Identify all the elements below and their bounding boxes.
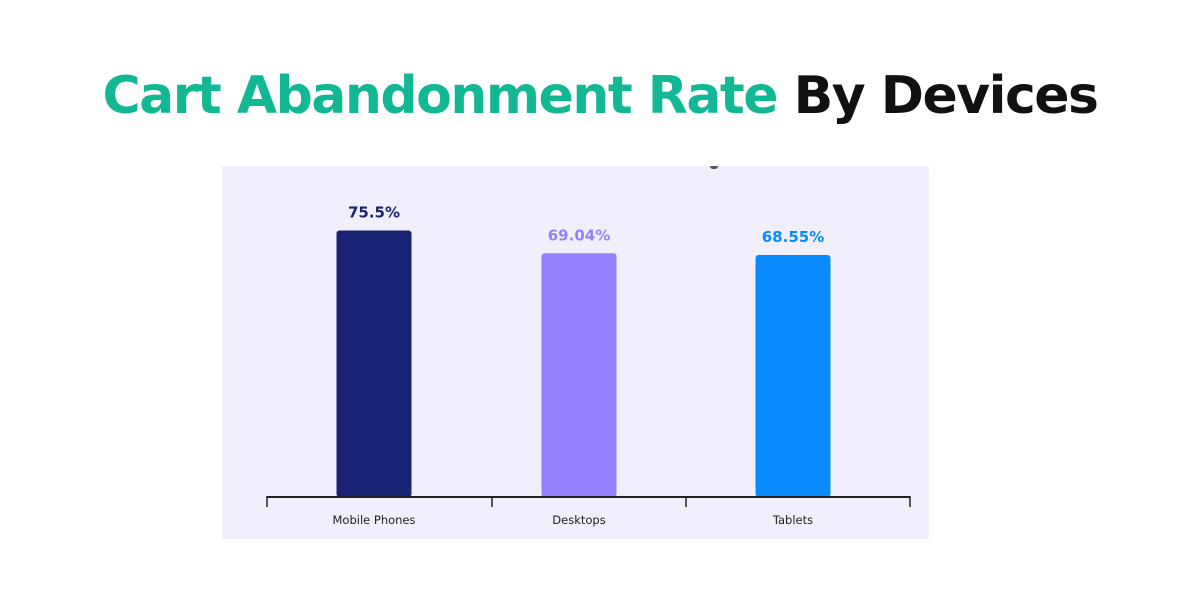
cropped-mark [710, 166, 718, 169]
bar-mobile-phones [336, 230, 412, 498]
category-label: Mobile Phones [333, 513, 416, 527]
bar-desktops [541, 253, 617, 497]
value-label: 75.5% [348, 203, 400, 221]
bar-tablets [755, 255, 831, 497]
title-accent-text: Cart Abandonment Rate [102, 66, 778, 126]
chart-title: Cart Abandonment Rate By Devices [0, 60, 1200, 132]
category-label: Tablets [772, 513, 813, 527]
bar-chart: 75.5% 69.04% 68.55% Mobile Phones Desktops Ta… [266, 203, 911, 527]
category-label: Desktops [552, 513, 605, 527]
value-label: 69.04% [548, 226, 610, 244]
title-rest-text: By Devices [793, 66, 1099, 126]
chart-panel: 75.5% 69.04% 68.55% Mobile Phones Desktops Ta… [222, 166, 929, 539]
value-label: 68.55% [762, 228, 824, 246]
